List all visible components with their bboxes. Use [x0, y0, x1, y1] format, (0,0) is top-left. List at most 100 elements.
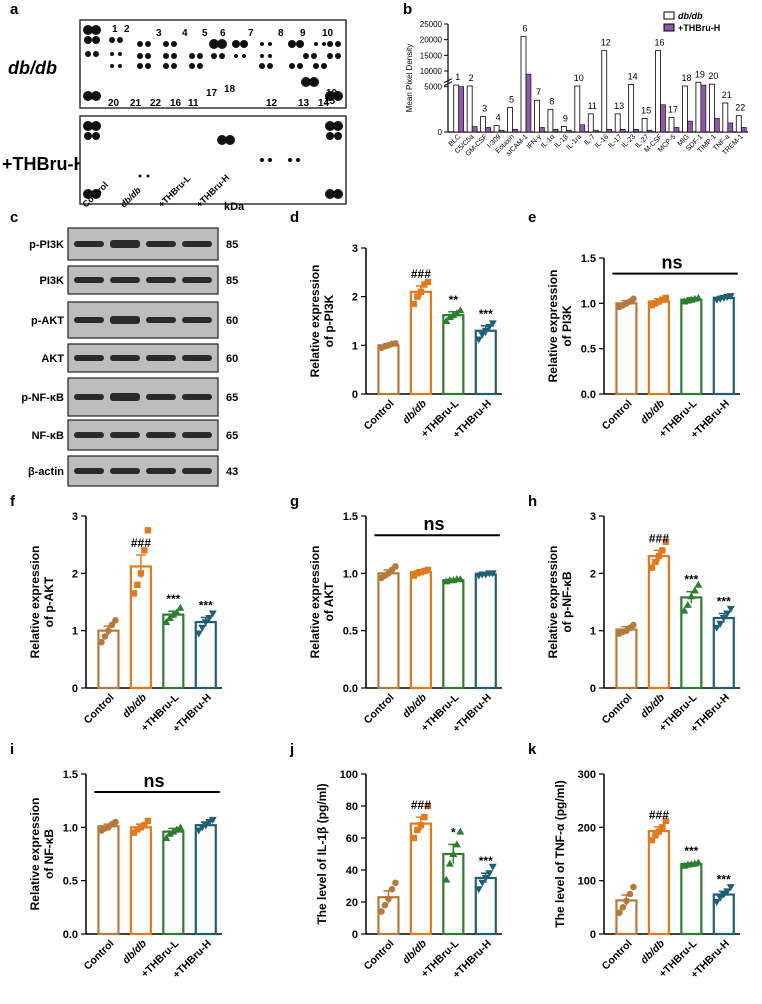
array-spot — [83, 25, 93, 35]
x-tick-label: IL-1α — [540, 133, 556, 149]
data-point — [144, 527, 152, 534]
chart-panel-j: 0 20 40 60 80 100 The level of IL-1β (pg/ml) Co… — [315, 769, 502, 981]
data-point — [723, 888, 732, 896]
data-point — [683, 600, 692, 608]
x-tick-label: db/db — [120, 691, 149, 720]
array-spot — [297, 63, 303, 69]
bar — [442, 579, 465, 690]
legend-swatch-thbru-h — [663, 23, 675, 32]
array-spot — [260, 42, 264, 46]
bar — [680, 863, 703, 936]
bar-thbru-h — [458, 86, 465, 133]
blot-kda: 85 — [226, 239, 238, 251]
data-point — [424, 802, 432, 810]
data-point — [662, 538, 670, 545]
chart-panel-e: 0.0 0.5 1.0 1.5 Relative expression of PI3K Co… — [546, 253, 740, 441]
bar-number-label: 15 — [641, 105, 651, 115]
data-point — [719, 615, 728, 623]
blot-band — [146, 355, 176, 361]
data-point — [726, 293, 735, 301]
array-spot — [267, 63, 273, 69]
bar-thbru-h — [687, 120, 693, 133]
significance-label: ### — [411, 267, 431, 281]
array-spot — [288, 40, 296, 48]
array-spot-number: 7 — [248, 28, 254, 39]
panel-letter-e: e — [528, 209, 536, 226]
data-point — [165, 829, 174, 837]
bar — [474, 573, 497, 690]
array-spot — [309, 77, 319, 87]
blot-band — [182, 432, 212, 438]
array-spot — [234, 54, 238, 58]
array-spot-number: 8 — [278, 28, 284, 39]
blot-band — [146, 277, 176, 283]
bar-number-label: 21 — [722, 90, 732, 100]
data-point — [719, 891, 728, 899]
y-tick-label: 60 — [346, 833, 358, 845]
array-spot — [242, 54, 246, 58]
data-point — [134, 826, 141, 833]
y-tick-label: 0 — [72, 683, 78, 695]
bar-thbru-h — [619, 128, 626, 133]
array-spot — [83, 91, 93, 101]
bar-dbdb — [547, 108, 554, 133]
blot-label: AKT — [41, 353, 64, 365]
y-tick-label: 80 — [346, 801, 358, 813]
significance-label: *** — [479, 307, 493, 321]
array-spot — [209, 39, 219, 49]
bar-number-label: 12 — [601, 38, 611, 48]
blot-band — [182, 277, 212, 283]
array-spot — [171, 63, 177, 69]
data-point — [456, 827, 465, 835]
array-spot — [325, 121, 335, 131]
data-point — [449, 850, 458, 857]
blot-band — [146, 394, 176, 400]
y-axis-label: of p-NF-κB — [560, 571, 574, 633]
y-tick-label: 0 — [590, 929, 596, 941]
array-spot-number: 1 — [112, 24, 118, 35]
data-point — [381, 901, 389, 909]
data-point — [172, 825, 181, 833]
data-point — [388, 885, 396, 893]
y-tick-label: 1 — [352, 340, 358, 352]
array-spot — [146, 174, 150, 178]
blot-band — [182, 317, 212, 323]
array-spot — [109, 37, 115, 43]
array-spot — [145, 63, 151, 69]
bar-thbru-h — [673, 127, 680, 133]
bar-number-label: 14 — [628, 71, 638, 81]
array-spot — [138, 174, 142, 178]
bar — [409, 571, 432, 690]
array-spot — [84, 132, 92, 140]
x-tick-label: Control — [600, 938, 635, 973]
data-point — [716, 620, 725, 628]
y-tick-label: 3 — [72, 511, 78, 523]
blot-band — [74, 468, 104, 474]
array-spot-number: 19 — [326, 88, 338, 99]
array-spot-number: 15 — [324, 96, 336, 107]
array-spot — [296, 40, 304, 48]
panel-letter-j: j — [289, 741, 294, 758]
data-point — [680, 606, 689, 614]
array-spot — [211, 53, 217, 59]
data-point — [144, 817, 152, 825]
bar — [615, 302, 638, 396]
array-spot-number: 9 — [300, 28, 306, 39]
bar-number-label: 19 — [695, 69, 705, 79]
x-tick-label: db/db — [400, 397, 429, 426]
bar-number-label: 9 — [563, 114, 568, 124]
y-axis-label: Relative expression — [308, 265, 322, 378]
x-tick-label: Control — [600, 692, 635, 727]
significance-label: ### — [131, 536, 151, 550]
bar-number-label: 13 — [614, 101, 624, 111]
panel-a-cytokine-array: db/db +THBru-H 1 2 20 21 22 16 3 4 5 11 17 6 18 7 8 12 9… — [2, 19, 347, 205]
array-spot — [85, 51, 91, 57]
blot-label: p-AKT — [31, 315, 64, 327]
y-axis-label: of PI3K — [560, 305, 574, 347]
x-tick-label: IL-17 — [607, 133, 623, 149]
blot-band — [74, 394, 104, 400]
panel-letter-k: k — [528, 741, 537, 758]
y-tick-label: 1.0 — [343, 568, 358, 580]
axis-break-mark — [443, 78, 453, 84]
